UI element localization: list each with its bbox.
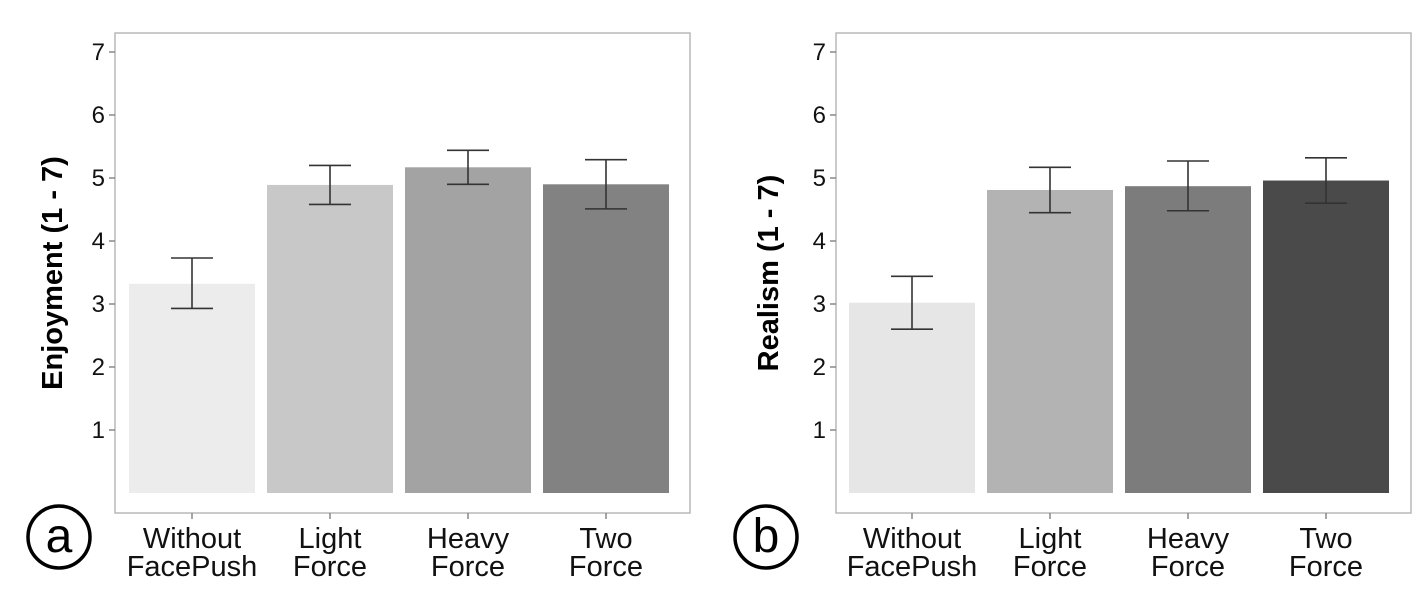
- chart-panel-enjoyment: 1 2 3 4 5 6 7 Without FacePush Light Force Heavy For…: [26, 32, 691, 583]
- y-axis-title: Realism (1 - 7): [753, 175, 785, 372]
- bar: [1125, 186, 1251, 493]
- y-tick-label: 5: [813, 165, 826, 192]
- category-label: Two Force: [1289, 523, 1363, 583]
- y-tick-label: 1: [813, 417, 826, 444]
- error-bar: [585, 158, 627, 210]
- svg-text:a: a: [46, 510, 73, 563]
- plot-frame: [114, 32, 691, 514]
- panel-label: b: [733, 504, 799, 570]
- y-tick-label: 5: [92, 165, 105, 192]
- bar: [267, 184, 393, 493]
- error-bar: [309, 164, 351, 206]
- bar: [849, 302, 975, 493]
- panel-label: a: [26, 504, 92, 570]
- y-tick-label: 2: [92, 354, 105, 381]
- y-tick-label: 6: [813, 102, 826, 129]
- bar: [543, 184, 669, 494]
- bar: [1263, 180, 1389, 493]
- error-bar: [1167, 160, 1209, 212]
- category-label: Light Force: [293, 523, 367, 583]
- error-bar: [171, 257, 213, 310]
- bar: [405, 167, 531, 494]
- chart-panel-realism: 1 2 3 4 5 6 7 Without FacePush Light Force Heavy For…: [733, 32, 1412, 583]
- y-axis-title: Enjoyment (1 - 7): [37, 156, 69, 390]
- category-label: Heavy Force: [427, 523, 510, 583]
- y-tick-label: 1: [92, 417, 105, 444]
- error-bar: [1029, 166, 1071, 214]
- plot-frame: [835, 32, 1412, 514]
- category-label: Without FacePush: [127, 523, 258, 583]
- category-label: Light Force: [1013, 523, 1087, 583]
- y-tick-label: 3: [813, 291, 826, 318]
- y-tick-label: 3: [92, 291, 105, 318]
- y-tick-label: 7: [92, 39, 105, 66]
- y-tick-label: 6: [92, 102, 105, 129]
- error-bar: [447, 149, 489, 186]
- category-label: Without FacePush: [847, 523, 978, 583]
- bar: [129, 283, 255, 493]
- y-tick-label: 2: [813, 354, 826, 381]
- y-tick-label: 4: [813, 228, 826, 255]
- y-tick-label: 7: [813, 39, 826, 66]
- category-label: Two Force: [569, 523, 643, 583]
- error-bar: [1305, 157, 1347, 204]
- category-label: Heavy Force: [1147, 523, 1230, 583]
- error-bar: [891, 275, 933, 331]
- y-tick-label: 4: [92, 228, 105, 255]
- bar: [987, 189, 1113, 493]
- svg-text:b: b: [753, 510, 780, 563]
